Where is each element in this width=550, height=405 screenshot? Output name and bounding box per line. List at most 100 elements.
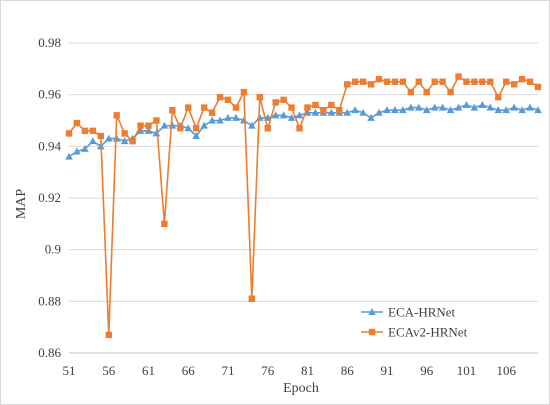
- data-point-triangle: [271, 111, 280, 119]
- data-point-square: [280, 96, 287, 104]
- legend-item: ECAv2-HRNet: [361, 325, 468, 340]
- data-point-square: [391, 78, 399, 85]
- data-point-triangle: [208, 116, 216, 124]
- x-axis-title: Epoch: [283, 381, 319, 396]
- data-point-triangle: [534, 106, 542, 114]
- legend-label: ECA-HRNet: [388, 305, 456, 320]
- y-tick-label: 0.94: [38, 138, 61, 153]
- data-point-triangle: [120, 137, 129, 145]
- data-point-square: [534, 83, 542, 91]
- data-point-square: [264, 125, 271, 132]
- data-point-square: [383, 78, 391, 85]
- data-point-triangle: [81, 144, 89, 152]
- data-point-triangle: [383, 106, 391, 114]
- y-tick-label: 0.9: [45, 242, 61, 257]
- data-point-triangle: [73, 147, 81, 155]
- data-point-square: [129, 137, 136, 145]
- data-point-square: [431, 78, 438, 85]
- data-point-triangle: [152, 129, 161, 137]
- data-point-triangle: [399, 106, 407, 114]
- data-point-triangle: [359, 108, 367, 116]
- x-tick-label: 71: [221, 363, 234, 378]
- data-point-square: [439, 78, 446, 85]
- data-point-triangle: [343, 108, 352, 116]
- data-point-triangle: [248, 121, 256, 129]
- x-tick-label: 96: [420, 363, 434, 378]
- data-point-square: [399, 78, 407, 85]
- data-point-triangle: [232, 113, 240, 121]
- data-point-square: [328, 101, 335, 109]
- data-point-triangle: [414, 103, 423, 111]
- data-point-square: [503, 78, 510, 85]
- series-line: [68, 75, 539, 335]
- x-tick-label: 91: [380, 363, 393, 378]
- data-point-square: [336, 106, 343, 114]
- data-point-square: [471, 78, 478, 85]
- data-point-triangle: [375, 108, 383, 116]
- data-point-triangle: [494, 106, 503, 114]
- data-point-triangle: [478, 101, 487, 108]
- data-point-square: [375, 75, 383, 83]
- data-point-square: [105, 331, 112, 339]
- data-point-triangle: [454, 103, 463, 111]
- data-point-triangle: [104, 134, 113, 142]
- series-layer: [65, 73, 542, 339]
- data-point-square: [272, 99, 279, 106]
- data-point-square: [296, 125, 303, 132]
- data-point-square: [359, 78, 367, 85]
- data-point-triangle: [160, 121, 169, 129]
- data-point-triangle: [327, 108, 336, 116]
- data-point-square: [216, 94, 224, 101]
- x-tick-label: 51: [63, 363, 76, 378]
- data-point-triangle: [216, 116, 224, 124]
- data-point-square: [526, 78, 534, 85]
- data-point-triangle: [136, 126, 145, 134]
- x-tick-label: 56: [102, 363, 116, 378]
- data-point-triangle: [112, 134, 121, 142]
- x-tick-label: 76: [261, 363, 275, 378]
- data-point-square: [81, 127, 89, 135]
- data-point-square: [495, 94, 502, 101]
- y-tick-label: 0.98: [38, 35, 61, 50]
- data-point-square: [208, 109, 216, 116]
- data-point-triangle: [510, 103, 518, 111]
- data-point-triangle: [391, 106, 399, 114]
- series-1: [65, 101, 542, 160]
- data-point-triangle: [438, 103, 447, 111]
- data-point-triangle: [200, 121, 208, 129]
- data-point-square: [73, 119, 81, 127]
- x-tick-label: 81: [301, 363, 314, 378]
- x-tick-label: 66: [182, 363, 196, 378]
- axes: 0.86 0.88 0.9 0.92 0.94 0.96 0.98 51 56 61 66 71 76 8…: [38, 35, 538, 378]
- data-point-square: [200, 104, 208, 111]
- data-point-square: [153, 117, 160, 124]
- data-point-triangle: [470, 103, 479, 111]
- data-point-square: [161, 220, 168, 228]
- data-point-square: [97, 132, 104, 140]
- data-point-square: [423, 88, 430, 96]
- data-point-triangle: [311, 108, 320, 116]
- data-point-square: [169, 106, 176, 114]
- data-point-square: [447, 88, 454, 96]
- data-point-square: [192, 125, 200, 132]
- data-point-triangle: [526, 103, 534, 111]
- data-point-triangle: [407, 103, 415, 111]
- data-point-square: [232, 104, 240, 111]
- data-point-triangle: [192, 132, 200, 139]
- data-point-square: [320, 106, 327, 114]
- y-tick-label: 0.92: [38, 190, 61, 205]
- data-point-square: [367, 81, 375, 88]
- data-point-square: [479, 78, 486, 85]
- y-tick-label: 0.86: [38, 345, 61, 360]
- data-point-triangle: [279, 111, 288, 119]
- data-point-square: [185, 104, 192, 111]
- data-point-square: [463, 78, 470, 85]
- data-point-square: [304, 104, 311, 111]
- data-point-square: [407, 88, 415, 96]
- data-point-triangle: [367, 113, 375, 121]
- data-point-triangle: [287, 113, 296, 121]
- data-point-triangle: [184, 124, 193, 132]
- y-axis-title: MAP: [14, 189, 29, 220]
